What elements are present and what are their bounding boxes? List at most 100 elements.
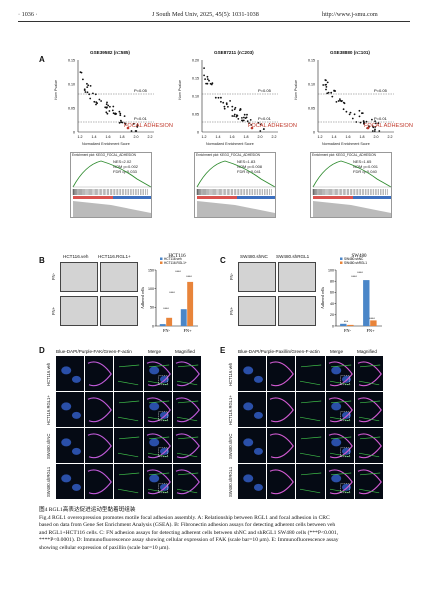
green-actin [118,364,140,386]
y-tick-label: 0.20 [192,58,199,62]
significance-stars: *** [344,320,349,324]
gene-set-point [245,116,248,119]
gene-set-point [205,82,207,85]
significance-stars: **** [351,275,357,279]
nucleus [243,402,254,411]
gene-set-point [98,98,101,101]
gene-set-point [231,109,234,112]
y-tick-label: 0.15 [192,76,199,80]
panel-e-header: Blue-DAPI/Purple-Paxillin/Green-F-actin [238,349,320,354]
y-tick-label: 0.05 [68,106,75,110]
volcano-scatter: P=0.05 P=0.01 0.20 0.15 0.10 0.05 01.2 1.4 1.6 1.… [192,58,278,139]
zoom-box [339,483,350,494]
purple-stain [357,433,382,459]
significance-stars: **** [175,270,181,274]
if-image [143,428,173,464]
gsea-graphics [196,160,276,217]
green-actin [147,400,169,422]
gene-set-point [206,82,209,85]
purple-stain [328,433,353,459]
y-tick-label: 0.05 [308,106,315,110]
gene-set-point [243,113,246,116]
focal-adhesion-label: FOCAL ADHESION [248,123,297,129]
if-image [114,356,144,392]
if-image [56,356,86,392]
x-tick-label: 2.0 [374,135,379,139]
x-tick-label: 1.6 [106,135,111,139]
gene-set-point [322,84,325,86]
if-image [238,392,268,428]
row-label: SW480.shRGL1 [46,466,51,498]
gene-set-point [118,110,121,113]
gene-set-point [349,111,352,114]
gene-set-point [330,91,333,94]
if-image-content [300,364,322,386]
dataset-title: GSE39582 (n=585) [90,50,130,55]
y-tick-label: 0.10 [192,94,199,98]
y-tick-label: 0.15 [308,58,315,62]
gene-set-point [358,115,361,118]
gene-set-point [234,106,237,109]
gene-set-point [373,130,376,132]
if-image [85,392,115,428]
x-axis-label: Normalized Enrichment Score [206,142,254,146]
gene-set-point [325,88,327,91]
gene-set-point [223,105,226,108]
gene-set-point [377,122,380,125]
gene-set-point [112,105,115,108]
y-tick-label: 0 [73,130,75,134]
if-image [143,392,173,428]
green-actin [358,400,381,422]
gene-set-point [93,100,96,103]
nucleus [148,438,159,447]
p001-label: P=0.01 [258,116,272,121]
purple-stain [87,397,113,423]
gene-set-point [120,119,122,122]
nes-value: NES=1.83 [237,159,256,164]
caption-line: showing cellular expression of paxillin … [39,544,170,551]
gsea-enrichment-plot: Enrichment plot: KEGG_FOCAL_ADHESION NES=… [194,152,276,218]
caption-en: Fig.4 RGL1 overexpression promotes motil… [39,515,409,553]
if-image-content [328,433,353,459]
if-image [143,464,173,500]
green-actin [329,436,351,458]
if-image-content [61,366,81,383]
bar [187,281,194,326]
focal-adhesion-point [126,126,130,130]
focal-adhesion-point [366,126,370,130]
if-image-content [357,397,382,423]
focal-adhesion-label: FOCAL ADHESION [124,123,173,129]
gene-set-point [341,100,343,102]
row-label: SW480.shNC [46,433,51,459]
if-image [85,428,115,464]
panel-e-if-grid [238,356,384,500]
if-image [354,356,384,392]
y-tick-label: 0 [152,324,154,328]
gene-set-point [227,105,229,108]
gene-set-point [107,104,110,107]
gene-set-point [222,101,225,104]
micrograph [60,262,98,292]
purple-stain [146,433,171,459]
gene-set-point [86,91,89,94]
x-tick-label: 1.2 [78,135,83,139]
gene-set-point [87,84,90,87]
volcano-scatter: P=0.05 P=0.01 0.15 0.10 0.05 01.2 1.4 1.6 1.8 2.0… [68,58,154,139]
if-image-content [175,397,200,423]
gene-set-point [134,130,137,132]
panel-c-row2: FN+ [229,306,234,316]
if-image-content [357,469,382,495]
if-image [56,428,86,464]
nucleus [330,438,341,447]
gene-set-point [203,74,205,77]
micrograph [238,262,276,292]
x-tick-label: 2.2 [388,135,393,139]
if-image [267,464,297,500]
y-tick-label: 20 [330,313,334,317]
gsea-enrichment-plot: Enrichment plot: KEGG_FOCAL_ADHESION NES=… [310,152,392,218]
category-label: FN+ [183,328,192,333]
panel-c-label: C [220,256,226,265]
purple-stain [146,361,171,387]
rank-bar-positive [73,196,113,199]
